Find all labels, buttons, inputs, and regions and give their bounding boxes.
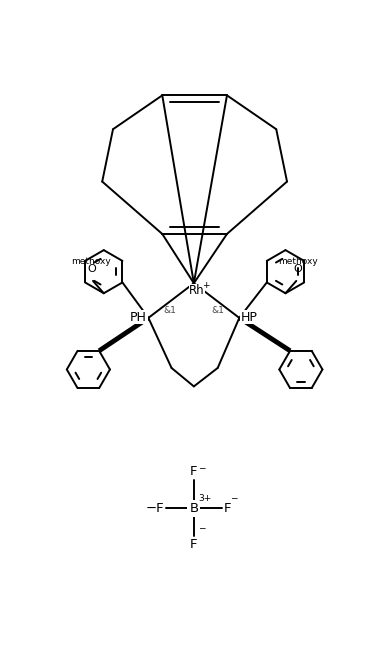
Text: −F: −F [145, 501, 164, 514]
Text: HP: HP [241, 311, 258, 324]
Text: methoxy: methoxy [72, 258, 111, 267]
Text: F: F [190, 465, 197, 478]
Text: O: O [87, 264, 96, 274]
Text: 3+: 3+ [199, 494, 212, 503]
Text: methoxy: methoxy [278, 258, 318, 267]
Text: −: − [230, 494, 238, 503]
Text: &1: &1 [211, 305, 224, 314]
Text: PH: PH [130, 311, 147, 324]
Text: &1: &1 [164, 305, 177, 314]
Text: O: O [293, 264, 302, 274]
Text: −: − [199, 523, 206, 532]
Text: F: F [224, 501, 232, 514]
Text: F: F [190, 538, 197, 551]
Text: Rh: Rh [189, 285, 205, 298]
Text: +: + [202, 281, 210, 290]
Text: −: − [199, 464, 206, 473]
Text: B: B [189, 501, 199, 514]
